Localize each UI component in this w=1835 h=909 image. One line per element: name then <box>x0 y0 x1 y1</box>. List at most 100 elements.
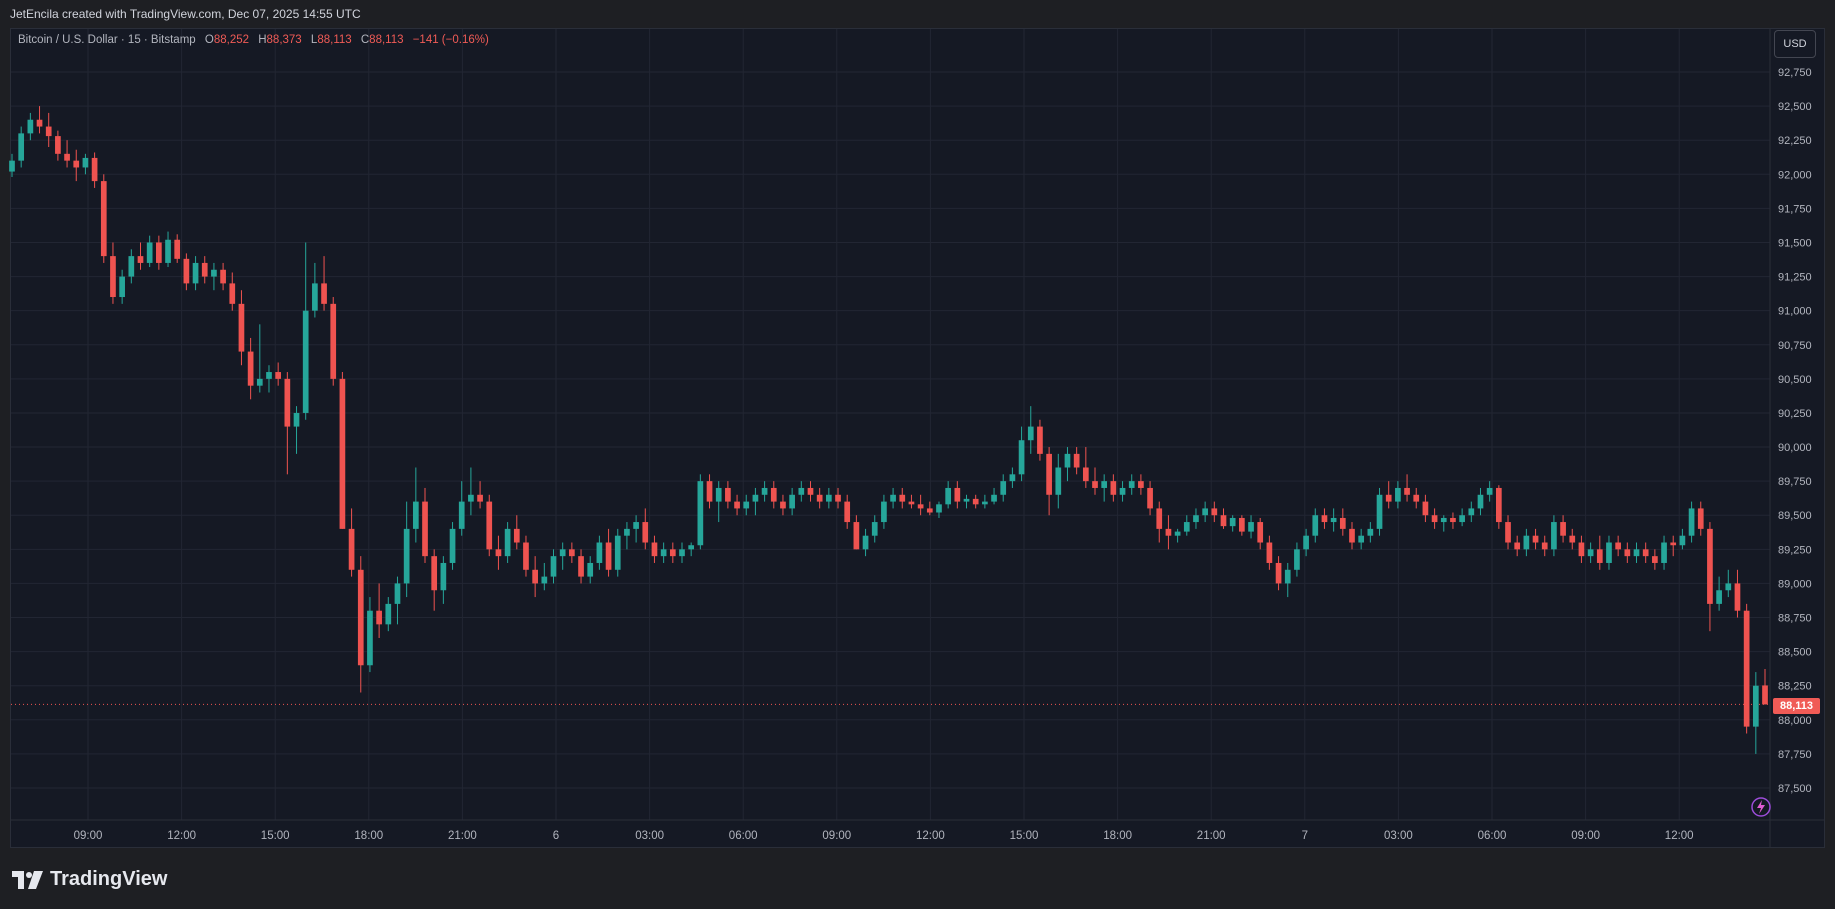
candle-body <box>982 501 988 505</box>
candle-body <box>1477 494 1484 509</box>
y-tick-label: 88,250 <box>1778 681 1812 693</box>
candle-body <box>1009 474 1016 482</box>
candle-body <box>137 256 144 263</box>
candle-body <box>1395 487 1401 502</box>
attribution-line: JetEncila created with TradingView.com, … <box>10 7 361 21</box>
brand-logo[interactable]: TradingView <box>12 868 167 891</box>
x-tick-label: 18:00 <box>354 830 383 842</box>
candle-body <box>642 522 649 543</box>
last-price-tag: 88,113 <box>1773 698 1820 714</box>
candle-body <box>734 501 740 509</box>
candle-body <box>1358 535 1365 543</box>
candle-body <box>1101 481 1108 488</box>
candle-body <box>477 494 483 502</box>
candle-body <box>1404 487 1410 495</box>
candle-body <box>431 556 438 591</box>
candle-body <box>871 522 878 536</box>
candle-body <box>761 487 768 495</box>
candle-body <box>9 160 15 172</box>
candle-body <box>146 242 153 263</box>
candle-body <box>1624 549 1631 557</box>
candle-body <box>422 501 428 557</box>
candle-body <box>1642 549 1649 557</box>
candle-body <box>45 126 52 137</box>
candle-body <box>229 283 236 304</box>
x-tick-label: 12:00 <box>916 830 945 842</box>
x-tick-label: 06:00 <box>1478 830 1507 842</box>
y-tick-label: 89,250 <box>1778 544 1812 556</box>
y-tick-label: 89,500 <box>1778 510 1812 522</box>
candle-body <box>18 133 25 161</box>
change-value: −141 (−0.16%) <box>412 34 489 46</box>
candle-body <box>559 549 566 557</box>
candle-body <box>302 310 309 413</box>
candle-body <box>798 487 805 495</box>
candle-body <box>899 494 906 502</box>
currency-button[interactable]: USD <box>1774 30 1816 58</box>
chart-panel[interactable] <box>10 28 1825 848</box>
y-tick-label: 92,750 <box>1778 67 1812 79</box>
candle-body <box>211 269 217 277</box>
candle-body <box>605 542 612 570</box>
candle-body <box>1312 515 1319 536</box>
y-tick-label: 91,000 <box>1778 306 1812 318</box>
candle-body <box>238 303 245 352</box>
candle-body <box>1037 426 1043 454</box>
candle-body <box>917 504 924 509</box>
candle-body <box>752 494 759 502</box>
candle-body <box>458 501 465 529</box>
y-tick-label: 91,250 <box>1778 272 1812 284</box>
candle-body <box>1128 481 1135 488</box>
candle-body <box>1560 522 1566 536</box>
candle-body <box>1165 528 1172 536</box>
candle-body <box>963 498 970 502</box>
x-tick-label: 12:00 <box>1665 830 1694 842</box>
candle-body <box>1431 515 1438 523</box>
candle-body <box>550 556 557 577</box>
candle-body <box>293 412 300 427</box>
symbol-name: Bitcoin / U.S. Dollar · 15 · Bitstamp <box>18 34 196 46</box>
candle-body <box>706 481 713 502</box>
candle-body <box>1440 517 1447 523</box>
candle-body <box>495 549 502 557</box>
x-tick-label: 15:00 <box>1010 830 1039 842</box>
candle-body <box>908 501 915 505</box>
candle-body <box>1670 542 1677 546</box>
symbol-legend: Bitcoin / U.S. Dollar · 15 · Bitstamp O8… <box>18 34 489 46</box>
candlestick-chart[interactable]: 87,500 87,750 88,000 88,250 88,500 88,750 89,0… <box>0 0 1835 848</box>
candle-body <box>1202 508 1208 516</box>
candle-body <box>27 119 34 134</box>
candle-body <box>1284 569 1291 584</box>
candle-body <box>1606 542 1612 563</box>
candle-body <box>1578 542 1585 557</box>
candle-body <box>1743 610 1750 727</box>
candle-body <box>669 549 676 557</box>
candle-body <box>1248 522 1254 532</box>
candle-body <box>807 487 814 495</box>
candle-body <box>1239 517 1245 532</box>
candle-body <box>284 378 291 427</box>
lightning-icon[interactable] <box>1750 796 1772 818</box>
candle-body <box>82 157 89 168</box>
y-tick-label: 90,000 <box>1778 442 1812 454</box>
candle-body <box>679 549 685 557</box>
candle-body <box>256 378 263 386</box>
candle-body <box>1220 515 1227 527</box>
candle-body <box>1413 494 1420 502</box>
candle-body <box>330 303 337 379</box>
candle-body <box>403 528 410 584</box>
candle-body <box>348 528 355 570</box>
candle-body <box>1725 583 1732 591</box>
candle-body <box>1734 583 1741 611</box>
candle-body <box>36 119 43 127</box>
candle-body <box>936 504 942 513</box>
candle-body <box>394 583 401 604</box>
y-tick-label: 90,750 <box>1778 340 1812 352</box>
candle-body <box>1266 542 1273 563</box>
candle-body <box>1349 528 1355 543</box>
candle-body <box>972 498 979 505</box>
candle-body <box>825 494 832 502</box>
candle-body <box>1321 515 1328 523</box>
y-tick-label: 88,750 <box>1778 613 1812 625</box>
candle-body <box>780 501 786 509</box>
